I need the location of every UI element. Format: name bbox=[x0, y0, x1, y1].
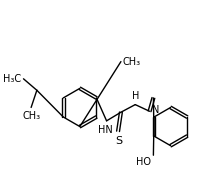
Text: N: N bbox=[152, 105, 160, 115]
Text: CH₃: CH₃ bbox=[22, 111, 40, 121]
Text: CH₃: CH₃ bbox=[123, 57, 141, 67]
Text: HN: HN bbox=[98, 125, 113, 135]
Text: HO: HO bbox=[137, 157, 152, 167]
Text: H: H bbox=[132, 91, 139, 101]
Text: H₃C: H₃C bbox=[3, 74, 22, 84]
Text: S: S bbox=[115, 136, 123, 146]
